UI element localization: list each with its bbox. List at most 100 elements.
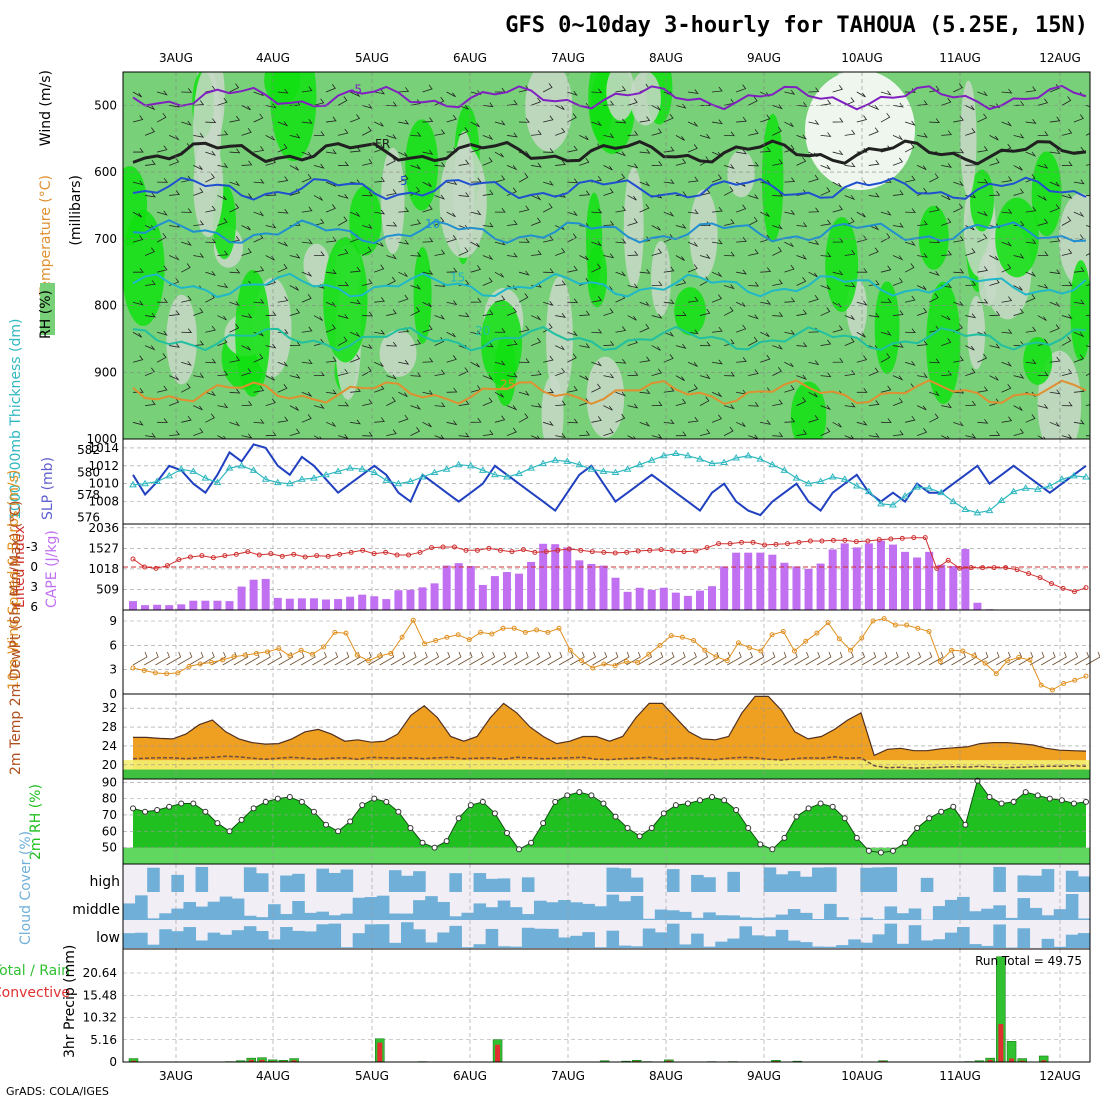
wind-barb <box>772 279 783 286</box>
cape-bar <box>297 598 306 610</box>
wind-barb <box>892 102 904 108</box>
wind-barb <box>699 188 711 196</box>
rh-patch <box>405 119 439 211</box>
cape-bar <box>309 598 318 610</box>
wind-barb <box>301 359 313 364</box>
cloud-cell <box>207 901 221 920</box>
cloud-cell <box>727 871 740 892</box>
precip-conv-bar <box>987 1059 993 1062</box>
wind-barb <box>390 651 406 666</box>
wind-barb <box>916 187 928 196</box>
wind-barb <box>312 651 327 666</box>
cloud-cell <box>413 871 426 892</box>
wind-barb <box>181 208 193 213</box>
wind-barb <box>723 306 734 316</box>
wind-barb <box>748 249 759 256</box>
wind-barb <box>422 270 434 275</box>
wind-barb <box>362 311 374 317</box>
wind-barb <box>398 151 408 157</box>
wind-barb <box>374 241 384 247</box>
cloud-cell <box>811 946 825 948</box>
wind-barb <box>325 149 337 154</box>
wind-barb <box>338 281 349 287</box>
wind-barb <box>145 432 156 438</box>
wind-barb <box>941 217 952 226</box>
rh-marker <box>407 825 414 832</box>
wind-barb <box>457 651 473 666</box>
wind-barb <box>856 115 868 123</box>
wind-barb <box>1001 121 1013 127</box>
cloud-cell <box>123 903 136 920</box>
cloud-cell <box>292 901 305 920</box>
wind-barb <box>410 251 422 257</box>
wind-barb <box>313 163 325 169</box>
wind-barb <box>748 336 758 346</box>
wind-barb <box>555 127 566 136</box>
wind-barb <box>543 355 554 363</box>
thickness-marker <box>816 477 825 484</box>
wind-barb <box>651 401 663 407</box>
wind-barb <box>977 353 988 363</box>
rh-marker <box>721 797 728 804</box>
wind-barb <box>132 355 144 363</box>
wind-barb <box>193 307 204 316</box>
wind-barb <box>337 128 349 136</box>
wind-barb <box>639 203 650 213</box>
li-marker <box>865 538 871 544</box>
wind-barb <box>917 373 928 378</box>
bottom-date-axis: 3AUG 4AUG 5AUG 6AUG 7AUG 8AUG 9AUG 10AUG 11AUG 12… <box>159 1069 1081 1083</box>
rh-marker <box>226 828 233 835</box>
cloud-cell <box>969 911 982 920</box>
wind-barb <box>530 435 541 439</box>
rh-patch <box>1023 337 1053 385</box>
wind-barb <box>337 368 349 376</box>
wind-barb <box>615 206 627 213</box>
wind-barb <box>844 162 856 168</box>
thickness-ytick: 576 <box>77 510 100 524</box>
wind-barb <box>422 237 434 243</box>
rh-marker <box>841 815 848 822</box>
cloud-cell <box>630 877 644 892</box>
cloud-cell <box>920 877 934 892</box>
rh-marker <box>914 825 921 832</box>
rh-marker <box>733 807 740 814</box>
thickness-marker <box>141 479 149 487</box>
li-marker <box>245 549 251 555</box>
cape-bar <box>852 547 861 610</box>
cloud-cell <box>884 906 898 920</box>
wind-barb <box>253 178 265 184</box>
ytick: 0 <box>109 1055 117 1069</box>
rh-marker <box>323 821 330 828</box>
wind-barb <box>446 420 458 426</box>
wind-barb <box>217 97 228 106</box>
wind-barb <box>156 112 167 123</box>
wind-barb <box>482 157 493 166</box>
wind-barb <box>784 241 794 248</box>
wind-marker <box>769 632 775 638</box>
wind-barb <box>241 248 252 256</box>
wind-barb <box>555 400 566 407</box>
cloud-cell <box>340 869 354 892</box>
cloud-cell <box>473 944 487 948</box>
cloud-cell <box>1017 875 1031 892</box>
cloud-cell <box>1077 918 1091 920</box>
wind-barb <box>1049 204 1060 213</box>
wind-barb <box>711 206 723 213</box>
wind-barb <box>217 403 229 409</box>
wind-barb <box>325 269 337 275</box>
wind-barb <box>229 181 241 187</box>
cloud-cell <box>908 908 922 920</box>
wind-barb <box>615 413 626 423</box>
wind-barb <box>1085 284 1090 286</box>
wind-barb <box>820 404 832 411</box>
li-marker <box>693 548 699 554</box>
temperature-legend-label: Temperature (°C) <box>38 175 54 297</box>
wind-barb <box>953 421 964 427</box>
thickness-marker <box>720 458 728 465</box>
wind-barb <box>205 173 215 183</box>
li-marker <box>876 537 882 543</box>
cape-bar <box>141 605 150 610</box>
rh-patch <box>995 197 1039 278</box>
thickness-marker <box>237 461 246 469</box>
